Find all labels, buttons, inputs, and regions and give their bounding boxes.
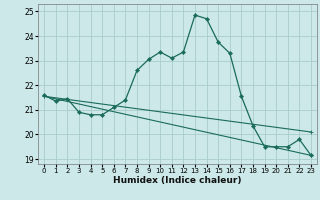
X-axis label: Humidex (Indice chaleur): Humidex (Indice chaleur) bbox=[113, 176, 242, 185]
